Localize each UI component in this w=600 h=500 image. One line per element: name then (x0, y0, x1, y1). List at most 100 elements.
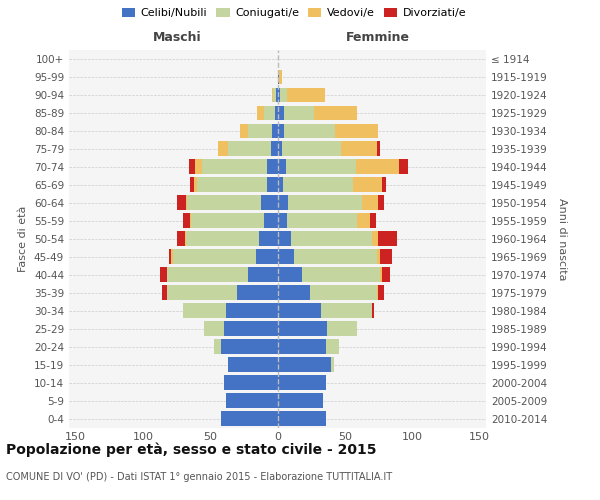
Bar (196, 160, 202, 174)
Bar (377, 286, 379, 300)
Bar (291, 232, 371, 246)
Bar (357, 214, 370, 228)
Bar (162, 286, 167, 300)
Bar (228, 357, 277, 372)
Bar (277, 196, 288, 210)
Bar (356, 160, 398, 174)
Bar (264, 106, 275, 120)
Bar (185, 232, 186, 246)
Bar (277, 304, 320, 318)
Bar (274, 88, 276, 102)
Bar (259, 232, 277, 246)
Bar (362, 196, 379, 210)
Bar (197, 178, 267, 192)
Bar (248, 268, 277, 282)
Bar (380, 250, 392, 264)
Bar (202, 160, 267, 174)
Bar (267, 160, 277, 174)
Text: Popolazione per età, sesso e stato civile - 2015: Popolazione per età, sesso e stato civil… (6, 442, 377, 457)
Bar (226, 304, 277, 318)
Bar (272, 124, 277, 138)
Bar (281, 142, 341, 156)
Bar (277, 322, 327, 336)
Bar (287, 214, 357, 228)
Bar (287, 88, 325, 102)
Bar (371, 304, 374, 318)
Bar (382, 268, 391, 282)
Bar (218, 142, 228, 156)
Bar (377, 142, 380, 156)
Bar (237, 286, 277, 300)
Bar (277, 142, 281, 156)
Bar (277, 232, 291, 246)
Bar (184, 304, 226, 318)
Bar (272, 88, 274, 102)
Bar (327, 322, 357, 336)
Bar (277, 88, 280, 102)
Bar (284, 106, 314, 120)
Bar (176, 232, 185, 246)
Text: Maschi: Maschi (153, 30, 202, 44)
Bar (277, 70, 279, 84)
Bar (288, 196, 362, 210)
Bar (191, 214, 264, 228)
Bar (275, 106, 277, 120)
Bar (224, 375, 277, 390)
Bar (187, 196, 262, 210)
Bar (228, 142, 271, 156)
Bar (379, 232, 397, 246)
Bar (293, 250, 377, 264)
Bar (314, 106, 357, 120)
Bar (277, 160, 286, 174)
Bar (277, 411, 326, 426)
Bar (286, 160, 356, 174)
Bar (190, 214, 191, 228)
Bar (221, 339, 277, 354)
Bar (276, 88, 277, 102)
Bar (302, 268, 380, 282)
Bar (176, 196, 186, 210)
Bar (283, 178, 353, 192)
Bar (277, 124, 284, 138)
Bar (280, 88, 287, 102)
Bar (277, 357, 331, 372)
Bar (277, 393, 323, 408)
Bar (264, 214, 277, 228)
Bar (160, 268, 167, 282)
Bar (248, 124, 272, 138)
Bar (353, 178, 382, 192)
Bar (277, 106, 284, 120)
Bar (224, 322, 277, 336)
Bar (371, 232, 379, 246)
Bar (331, 357, 334, 372)
Bar (379, 286, 384, 300)
Bar (221, 411, 277, 426)
Bar (267, 178, 277, 192)
Y-axis label: Anni di nascita: Anni di nascita (557, 198, 567, 280)
Bar (189, 160, 196, 174)
Bar (370, 214, 376, 228)
Bar (226, 393, 277, 408)
Bar (341, 142, 377, 156)
Bar (382, 178, 386, 192)
Bar (167, 286, 237, 300)
Bar (310, 286, 377, 300)
Bar (379, 196, 384, 210)
Bar (171, 250, 173, 264)
Bar (277, 250, 293, 264)
Bar (173, 250, 256, 264)
Bar (240, 124, 248, 138)
Bar (284, 124, 335, 138)
Text: Femmine: Femmine (346, 30, 410, 44)
Bar (377, 250, 380, 264)
Bar (256, 250, 277, 264)
Bar (277, 375, 326, 390)
Bar (277, 214, 287, 228)
Bar (186, 196, 187, 210)
Bar (194, 178, 197, 192)
Bar (167, 268, 248, 282)
Text: COMUNE DI VO' (PD) - Dati ISTAT 1° gennaio 2015 - Elaborazione TUTTITALIA.IT: COMUNE DI VO' (PD) - Dati ISTAT 1° genna… (6, 472, 392, 482)
Bar (279, 70, 281, 84)
Bar (277, 268, 302, 282)
Bar (184, 214, 190, 228)
